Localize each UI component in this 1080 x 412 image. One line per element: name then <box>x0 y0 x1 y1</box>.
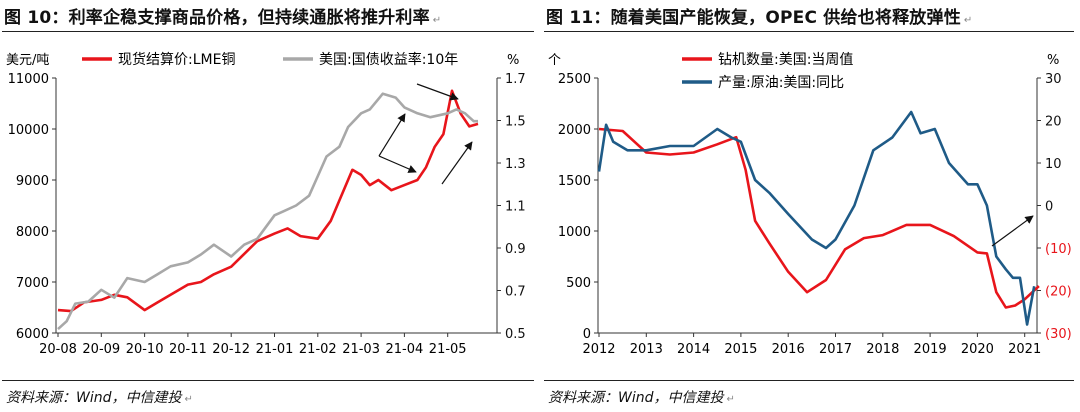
series-line-1 <box>598 127 1040 309</box>
annotation-arrow <box>991 215 1034 247</box>
paragraph-mark: ↵ <box>184 394 193 405</box>
right-tick-label: 20 <box>1045 115 1062 130</box>
x-tick-label: 2017 <box>819 342 852 357</box>
x-tick-label: 2020 <box>961 342 994 357</box>
left-tick-label: 8000 <box>16 225 49 240</box>
series-line-2 <box>57 92 478 331</box>
annotation-arrow <box>416 83 459 101</box>
right-tick-label: 30 <box>1045 72 1062 87</box>
x-tick-label: 20-08 <box>39 342 77 357</box>
x-tick-label: 21-03 <box>342 342 380 357</box>
left-axis-unit: 个 <box>548 53 561 68</box>
right-tick-label: 1.7 <box>505 72 526 87</box>
x-tick-label: 2015 <box>724 342 757 357</box>
right-tick-label: (10) <box>1045 242 1072 257</box>
figure-10-title: 图 10：利率企稳支撑商品价格，但持续通胀将推升利率 ↵ <box>4 8 442 28</box>
right-tick-label: 10 <box>1045 157 1062 172</box>
left-tick-label: 1000 <box>558 225 591 240</box>
x-tick-label: 21-01 <box>256 342 294 357</box>
right-axis-unit: % <box>507 53 519 68</box>
x-tick-label: 2021 <box>1008 342 1041 357</box>
right-tick-label: 0.7 <box>505 285 526 300</box>
figure-10-panel: 图 10：利率企稳支撑商品价格，但持续通胀将推升利率 ↵ 美元/吨% 6000 700… <box>2 8 534 406</box>
left-tick-label: 11000 <box>8 72 49 87</box>
x-tick-label: 21-05 <box>429 342 467 357</box>
figure-11-title: 图 11：随着美国产能恢复，OPEC 供给也将释放弹性 ↵ <box>546 8 973 28</box>
right-axis-unit: % <box>1047 53 1059 68</box>
right-tick-label: 1.1 <box>505 200 526 215</box>
right-tick-label: 1.3 <box>505 157 526 172</box>
copper-vs-treasury-chart: 美元/吨 % 6000 7000 8000 9000 10000 11000 0.5 0.7 0.9… <box>6 51 526 357</box>
source-rule <box>544 380 1074 381</box>
title-rule <box>2 31 534 32</box>
title-rule <box>544 31 1074 32</box>
x-tick-label: 20-12 <box>212 342 250 357</box>
legend-label-1: 钻机数量:美国:当周值 <box>718 52 853 68</box>
source-rule <box>2 380 534 381</box>
annotation-arrow <box>378 155 417 173</box>
left-tick-label: 2500 <box>558 72 591 87</box>
right-tick-label: (20) <box>1045 285 1072 300</box>
left-axis-unit: 美元/吨 <box>6 53 49 68</box>
figure-10-source: 资料来源：Wind，中信建投 ↵ <box>6 390 193 406</box>
series-line-1 <box>57 89 479 313</box>
x-tick-label: 20-11 <box>169 342 207 357</box>
x-tick-label: 21-02 <box>299 342 337 357</box>
series-line-2 <box>597 110 1036 326</box>
left-tick-label: 6000 <box>16 327 49 342</box>
right-tick-label: 0.5 <box>505 327 526 342</box>
left-tick-label: 0 <box>583 327 591 342</box>
legend-label-2: 产量:原油:美国:同比 <box>718 75 844 91</box>
left-tick-label: 500 <box>566 276 591 291</box>
right-tick-label: 0 <box>1045 200 1053 215</box>
x-tick-label: 2019 <box>914 342 947 357</box>
annotation-arrow <box>378 113 406 157</box>
paragraph-mark: ↵ <box>963 15 973 26</box>
right-tick-label: (30) <box>1045 327 1072 342</box>
x-tick-label: 2013 <box>630 342 663 357</box>
left-tick-label: 2000 <box>558 123 591 138</box>
annotation-arrow <box>441 141 473 185</box>
x-tick-label: 2018 <box>866 342 899 357</box>
left-tick-label: 1500 <box>558 174 591 189</box>
x-tick-label: 21-04 <box>386 342 424 357</box>
right-tick-label: 0.9 <box>505 242 526 257</box>
x-tick-label: 20-09 <box>82 342 120 357</box>
figure-11-panel: 图 11：随着美国产能恢复，OPEC 供给也将释放弹性 ↵ 个% 0 500 1000 1… <box>542 0 1080 412</box>
left-tick-label: 7000 <box>16 276 49 291</box>
x-tick-label: 2016 <box>772 342 805 357</box>
rigcount-vs-crude-chart: 个 % 0 500 1000 1500 2000 2500 (30) (20) (10) 0 10 20 3… <box>548 52 1072 357</box>
paragraph-mark: ↵ <box>726 394 735 405</box>
right-tick-label: 1.5 <box>505 115 526 130</box>
x-tick-label: 2014 <box>677 342 710 357</box>
paragraph-mark: ↵ <box>432 15 442 26</box>
x-tick-label: 2012 <box>582 342 615 357</box>
figure-11-source: 资料来源：Wind，中信建投 ↵ <box>548 390 735 406</box>
legend-label-1: 现货结算价:LME铜 <box>118 51 235 68</box>
x-tick-label: 20-10 <box>126 342 164 357</box>
legend-label-2: 美国:国债收益率:10年 <box>319 51 458 68</box>
left-tick-label: 10000 <box>8 123 49 138</box>
left-tick-label: 9000 <box>16 174 49 189</box>
